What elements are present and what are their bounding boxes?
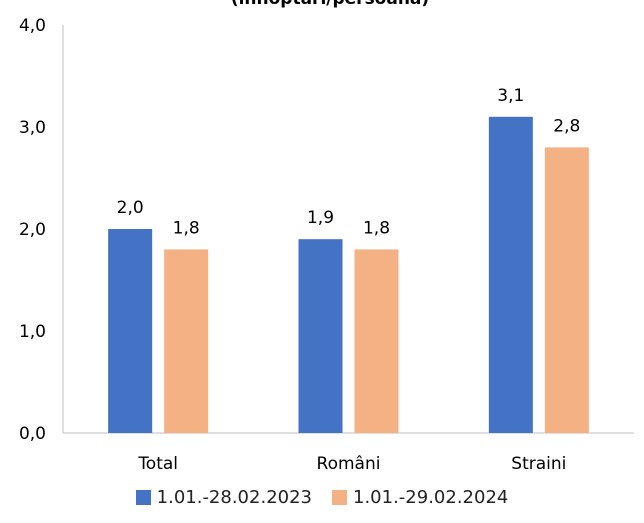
bar-2-rom-ni (354, 249, 399, 433)
data-label: 1,8 (173, 218, 200, 238)
data-label: 2,8 (553, 116, 580, 136)
category-label: Total (137, 454, 178, 474)
y-tick-label: 1,0 (19, 322, 46, 342)
legend-label-series-1: 1.01.-28.02.2023 (156, 486, 312, 508)
y-tick-label: 0,0 (19, 424, 46, 444)
bar-2-straini (544, 147, 589, 433)
legend-label-series-2: 1.01.-29.02.2024 (353, 486, 509, 508)
data-label: 3,1 (497, 86, 524, 106)
legend-swatch-series-1 (135, 489, 151, 505)
bar-2-total (164, 249, 209, 433)
y-tick-label: 2,0 (19, 220, 46, 240)
y-tick-label: 4,0 (19, 16, 46, 36)
bars-group (108, 116, 589, 434)
legend-item-series-2: 1.01.-29.02.2024 (332, 487, 508, 508)
y-axis-ticks: 0,0 1,0 2,0 3,0 4,0 (19, 16, 46, 444)
legend-item-series-1: 1.01.-28.02.2023 (135, 486, 312, 508)
data-label: 1,8 (363, 218, 390, 238)
y-tick-label: 3,0 (19, 118, 46, 138)
chart-title: (înnoptări/persoană) (231, 0, 429, 9)
legend: 1.01.-28.02.2023 1.01.-29.02.2024 (0, 480, 644, 514)
bar-1-straini (488, 116, 533, 434)
data-labels-group: 2,0 1,8 1,9 1,8 3,1 2,8 (117, 86, 581, 239)
category-label: Straini (511, 454, 566, 474)
legend-swatch-series-2 (332, 489, 347, 505)
category-label: Români (317, 454, 381, 474)
data-label: 2,0 (117, 198, 144, 218)
bar-chart: (înnoptări/persoană) 0,0 1,0 2,0 3,0 4,0 2,0… (19, 0, 634, 474)
bar-1-total (108, 229, 153, 433)
category-labels-group: Total Români Straini (137, 454, 566, 474)
data-label: 1,9 (307, 208, 334, 228)
bar-1-rom-ni (298, 239, 343, 433)
